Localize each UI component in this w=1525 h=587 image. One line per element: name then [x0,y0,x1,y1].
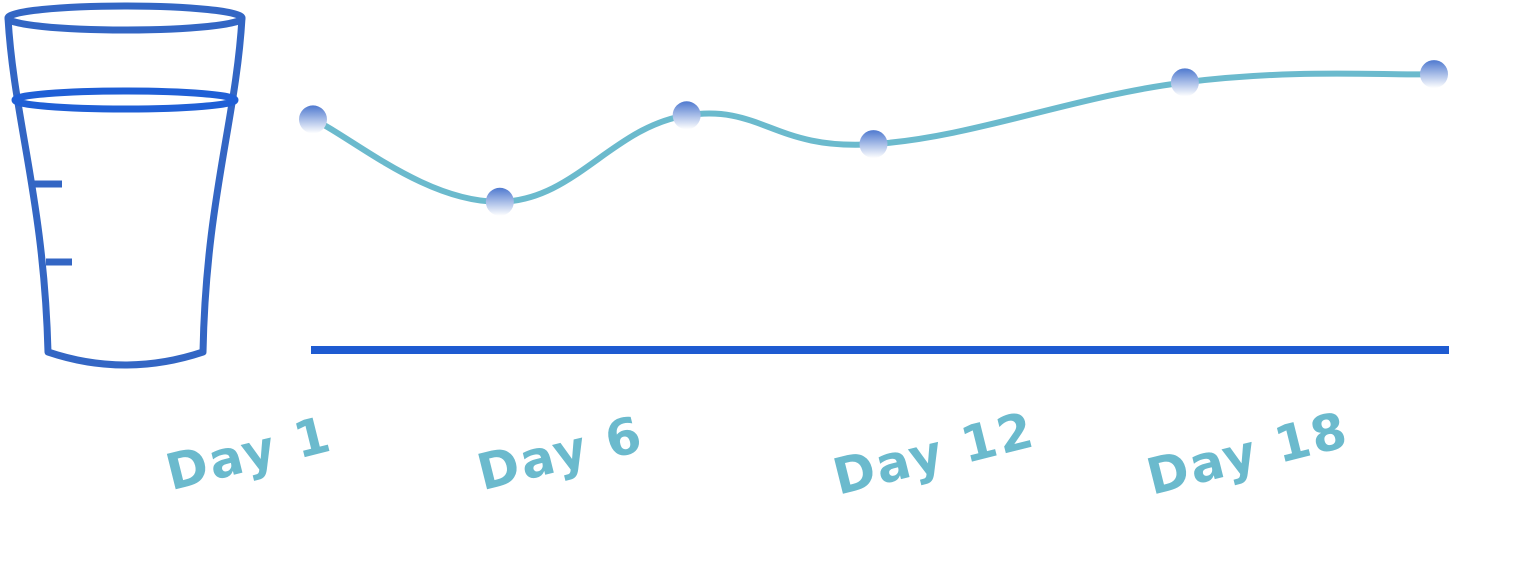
x-tick-label: Day 18 [1141,401,1354,507]
glass-body [4,14,246,369]
water-glass-icon [4,2,246,369]
data-point [485,187,514,216]
x-tick-label: Day 6 [472,405,650,502]
series-line [310,70,1437,205]
data-point [1420,60,1448,89]
data-point [859,130,888,159]
data-point [672,101,701,130]
x-tick-labels: Day 1 Day 6 Day 12 Day 18 [160,401,1354,507]
glass-top-rim [4,2,246,34]
data-point [1170,68,1199,97]
x-tick-label: Day 12 [827,401,1040,507]
data-point [299,105,327,134]
data-points [299,60,1448,216]
glass-water-line [11,87,239,113]
x-tick-label: Day 1 [160,405,338,502]
